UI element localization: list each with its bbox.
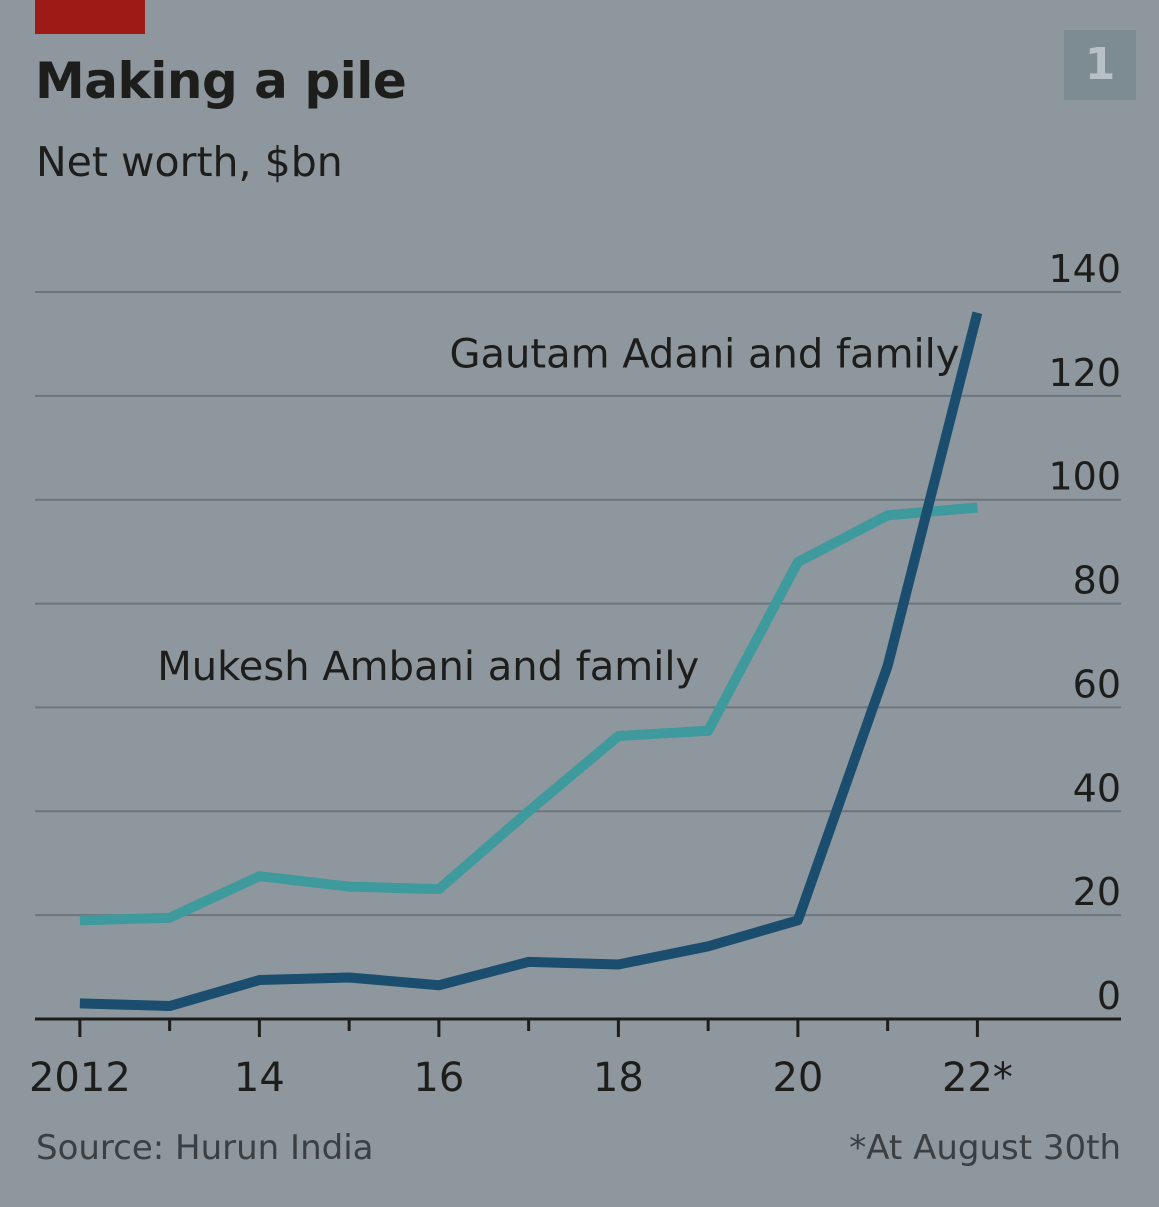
y-tick-label-100: 100: [1048, 455, 1121, 499]
series-annotations: Gautam Adani and family Mukesh Ambani and…: [157, 331, 959, 690]
y-tick-label-0: 0: [1097, 974, 1121, 1018]
chart-title: Making a pile: [35, 52, 407, 110]
brand-tag: [35, 0, 145, 34]
y-tick-label-120: 120: [1048, 351, 1121, 395]
y-tick-label-20: 20: [1073, 870, 1121, 914]
x-tick-label-2012: 2012: [29, 1055, 131, 1101]
y-tick-labels: 0 20 40 60 80 100 120 140: [1048, 247, 1121, 1018]
x-tick-label-2020: 20: [772, 1055, 823, 1101]
source-note: Source: Hurun India: [36, 1128, 374, 1168]
x-tick-label-2022: 22*: [942, 1055, 1013, 1101]
x-tick-label-2016: 16: [413, 1055, 464, 1101]
series-lines: [79, 311, 983, 1012]
footnote: *At August 30th: [849, 1128, 1121, 1168]
y-tick-label-60: 60: [1073, 662, 1121, 706]
chart-number-badge: 1: [1064, 30, 1136, 100]
annotation-adani: Gautam Adani and family: [450, 331, 960, 377]
gridlines: [35, 291, 1121, 917]
y-tick-label-80: 80: [1073, 559, 1121, 603]
chart-subtitle: Net worth, $bn: [36, 138, 343, 186]
y-tick-label-140: 140: [1048, 247, 1121, 291]
x-tick-label-2014: 14: [234, 1055, 285, 1101]
annotation-ambani: Mukesh Ambani and family: [157, 644, 699, 690]
x-axis: 2012 14 16 18 20 22*: [29, 1017, 1121, 1101]
x-tick-label-2018: 18: [593, 1055, 644, 1101]
series-line-ambani: [79, 502, 978, 926]
series-line-adani: [79, 311, 983, 1012]
y-tick-label-40: 40: [1073, 766, 1121, 810]
